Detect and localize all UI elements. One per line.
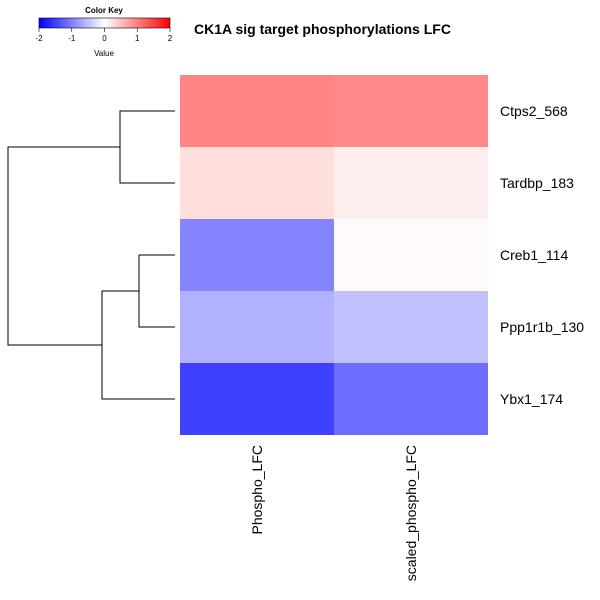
color-key-tick-label: 0	[102, 34, 107, 43]
color-key: Color Key -2 -1 0 1 2 Value	[35, 6, 172, 58]
color-key-gradient	[38, 17, 171, 29]
heatmap-cell-Tardbp_183-scaled_phospho_LFC	[334, 147, 488, 219]
color-key-tick-label: 2	[168, 34, 173, 43]
heatmap-cell-Ppp1r1b_130-Phospho_LFC	[180, 291, 334, 363]
row-label: Ppp1r1b_130	[500, 319, 584, 335]
dendrogram-root	[7, 146, 120, 346]
color-key-tick-label: 1	[135, 34, 140, 43]
row-label: Ybx1_174	[500, 391, 563, 407]
row-labels: Ctps2_568 Tardbp_183 Creb1_114 Ppp1r1b_130 Y…	[500, 103, 584, 407]
column-label: scaled_phospho_LFC	[403, 445, 419, 581]
row-label: Ctps2_568	[500, 103, 568, 119]
heatmap-cell-Tardbp_183-Phospho_LFC	[180, 147, 334, 219]
color-key-tick-label: -1	[68, 34, 76, 43]
dendrogram-branch	[119, 110, 175, 184]
heatmap-cell-Ctps2_568-Phospho_LFC	[180, 75, 334, 147]
row-dendrogram	[7, 110, 175, 400]
color-key-ticks: -2 -1 0 1 2	[35, 28, 173, 43]
column-label: Phospho_LFC	[249, 445, 265, 535]
heatmap-cell-Creb1_114-Phospho_LFC	[180, 219, 334, 291]
chart-title: CK1A sig target phosphorylations LFC	[194, 21, 451, 37]
column-labels: Phospho_LFC scaled_phospho_LFC	[249, 445, 419, 581]
dendrogram-branch	[138, 254, 175, 328]
heatmap-cell-Ctps2_568-scaled_phospho_LFC	[334, 75, 488, 147]
heatmap-cell-Ybx1_174-scaled_phospho_LFC	[334, 363, 488, 435]
heatmap-cell-Ybx1_174-Phospho_LFC	[180, 363, 334, 435]
row-label: Creb1_114	[500, 247, 568, 263]
color-key-title: Color Key	[85, 6, 123, 15]
heatmap-cell-Ppp1r1b_130-scaled_phospho_LFC	[334, 291, 488, 363]
heatmap-cells	[180, 75, 488, 435]
row-label: Tardbp_183	[500, 175, 574, 191]
color-key-tick-label: -2	[35, 34, 43, 43]
color-key-axis-label: Value	[94, 49, 114, 58]
heatmap-cell-Creb1_114-scaled_phospho_LFC	[334, 219, 488, 291]
